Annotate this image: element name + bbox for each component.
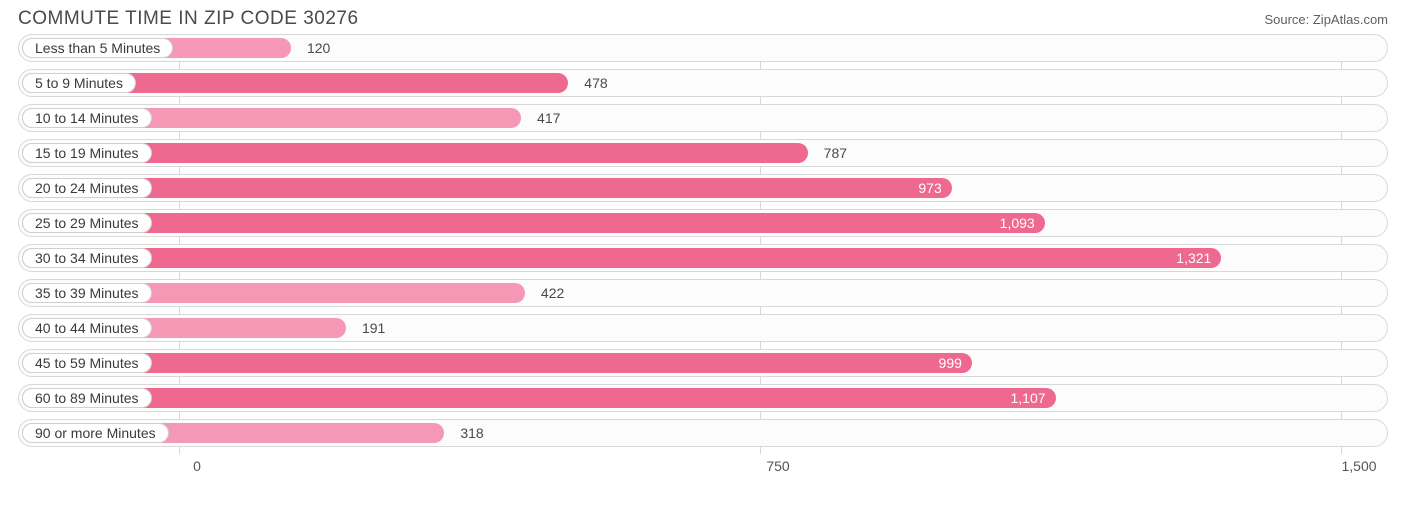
bar-value: 973 bbox=[908, 178, 951, 198]
bar-label: 15 to 19 Minutes bbox=[22, 143, 152, 163]
rows-container: 120Less than 5 Minutes4785 to 9 Minutes4… bbox=[18, 34, 1388, 447]
bar-row-inner: 478 bbox=[22, 73, 1384, 93]
bar-row: 318 90 or more Minutes bbox=[18, 419, 1388, 447]
bar-row-inner: 1,107 bbox=[22, 388, 1384, 408]
bar-row: 973 20 to 24 Minutes bbox=[18, 174, 1388, 202]
x-tick: 1,500 bbox=[1341, 458, 1376, 474]
bar-fill bbox=[22, 353, 972, 373]
bar-label: 40 to 44 Minutes bbox=[22, 318, 152, 338]
bar-row-inner: 318 bbox=[22, 423, 1384, 443]
bar-value: 787 bbox=[814, 143, 857, 163]
bar-label: 5 to 9 Minutes bbox=[22, 73, 136, 93]
x-tick: 750 bbox=[766, 458, 789, 474]
bar-row: 1,093 25 to 29 Minutes bbox=[18, 209, 1388, 237]
bar-label: 25 to 29 Minutes bbox=[22, 213, 152, 233]
bar-row-inner: 787 bbox=[22, 143, 1384, 163]
bar-label: 20 to 24 Minutes bbox=[22, 178, 152, 198]
x-tick: 0 bbox=[193, 458, 201, 474]
bar-fill bbox=[22, 178, 952, 198]
chart-header: COMMUTE TIME IN ZIP CODE 30276 Source: Z… bbox=[0, 0, 1406, 34]
bar-row-inner: 422 bbox=[22, 283, 1384, 303]
bar-row: 478 5 to 9 Minutes bbox=[18, 69, 1388, 97]
bar-value: 191 bbox=[352, 318, 395, 338]
bar-value: 478 bbox=[574, 73, 617, 93]
bar-label: 35 to 39 Minutes bbox=[22, 283, 152, 303]
bar-label: 90 or more Minutes bbox=[22, 423, 169, 443]
bar-row: 191 40 to 44 Minutes bbox=[18, 314, 1388, 342]
bar-fill bbox=[22, 248, 1221, 268]
bar-value: 120 bbox=[297, 38, 340, 58]
bar-row-inner: 1,093 bbox=[22, 213, 1384, 233]
chart-title: COMMUTE TIME IN ZIP CODE 30276 bbox=[18, 8, 359, 30]
bar-value: 318 bbox=[450, 423, 493, 443]
x-axis: 0 750 1,500 bbox=[18, 454, 1388, 480]
bar-value: 999 bbox=[929, 353, 972, 373]
bar-row: 417 10 to 14 Minutes bbox=[18, 104, 1388, 132]
bar-row: 787 15 to 19 Minutes bbox=[18, 139, 1388, 167]
bar-label: 45 to 59 Minutes bbox=[22, 353, 152, 373]
chart-area: 120Less than 5 Minutes4785 to 9 Minutes4… bbox=[0, 34, 1406, 480]
bar-row-inner: 120 bbox=[22, 38, 1384, 58]
bar-value: 1,107 bbox=[1001, 388, 1056, 408]
bar-row: 1,107 60 to 89 Minutes bbox=[18, 384, 1388, 412]
bar-row: 1,321 30 to 34 Minutes bbox=[18, 244, 1388, 272]
bar-row-inner: 999 bbox=[22, 353, 1384, 373]
bar-row: 422 35 to 39 Minutes bbox=[18, 279, 1388, 307]
bar-row-inner: 1,321 bbox=[22, 248, 1384, 268]
bar-row-inner: 191 bbox=[22, 318, 1384, 338]
bar-row: 120 Less than 5 Minutes bbox=[18, 34, 1388, 62]
bar-row: 999 45 to 59 Minutes bbox=[18, 349, 1388, 377]
bar-value: 1,093 bbox=[990, 213, 1045, 233]
bar-row-inner: 973 bbox=[22, 178, 1384, 198]
bar-fill bbox=[22, 388, 1056, 408]
bar-fill bbox=[22, 213, 1045, 233]
bar-label: 10 to 14 Minutes bbox=[22, 108, 152, 128]
bar-label: 60 to 89 Minutes bbox=[22, 388, 152, 408]
bar-label: Less than 5 Minutes bbox=[22, 38, 173, 58]
bar-value: 417 bbox=[527, 108, 570, 128]
chart-source: Source: ZipAtlas.com bbox=[1264, 12, 1388, 27]
bar-value: 422 bbox=[531, 283, 574, 303]
bar-label: 30 to 34 Minutes bbox=[22, 248, 152, 268]
bar-value: 1,321 bbox=[1166, 248, 1221, 268]
bar-row-inner: 417 bbox=[22, 108, 1384, 128]
